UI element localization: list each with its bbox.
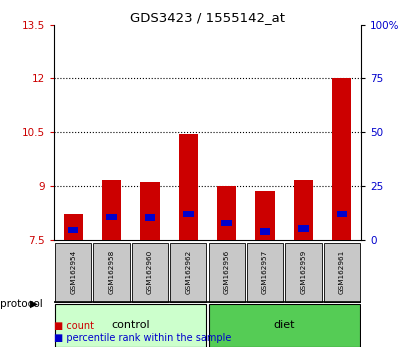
Text: protocol: protocol [0, 299, 43, 309]
Text: GSM162959: GSM162959 [300, 250, 306, 295]
Text: control: control [111, 320, 150, 330]
Bar [132, 243, 168, 302]
Bar [324, 243, 360, 302]
Bar [55, 304, 206, 347]
Text: ■ count: ■ count [54, 321, 94, 331]
Text: diet: diet [273, 320, 295, 330]
Bar [209, 243, 245, 302]
Bar [93, 243, 129, 302]
Bar [217, 186, 236, 240]
Text: GSM162961: GSM162961 [339, 250, 345, 295]
Bar [298, 225, 309, 232]
Bar [222, 220, 232, 226]
Bar [106, 214, 117, 220]
Bar [102, 181, 121, 240]
Text: ■ percentile rank within the sample: ■ percentile rank within the sample [54, 333, 231, 343]
Bar [286, 243, 322, 302]
Text: GSM162962: GSM162962 [186, 250, 191, 295]
Text: GSM162956: GSM162956 [224, 250, 229, 295]
Bar [183, 211, 193, 217]
Title: GDS3423 / 1555142_at: GDS3423 / 1555142_at [130, 11, 285, 24]
Bar [140, 182, 159, 240]
Bar [247, 243, 283, 302]
Text: GSM162958: GSM162958 [109, 250, 115, 295]
Bar [337, 211, 347, 217]
Bar [145, 215, 155, 221]
Text: GSM162960: GSM162960 [147, 250, 153, 295]
Bar [332, 78, 352, 240]
Bar [170, 243, 206, 302]
Bar [209, 304, 360, 347]
Text: ▶: ▶ [30, 299, 38, 309]
Bar [55, 243, 91, 302]
Bar [179, 134, 198, 240]
Bar [294, 181, 313, 240]
Text: GSM162954: GSM162954 [70, 250, 76, 295]
Text: GSM162957: GSM162957 [262, 250, 268, 295]
Bar [63, 214, 83, 240]
Bar [256, 191, 275, 240]
Bar [68, 227, 78, 233]
Bar [260, 228, 270, 235]
